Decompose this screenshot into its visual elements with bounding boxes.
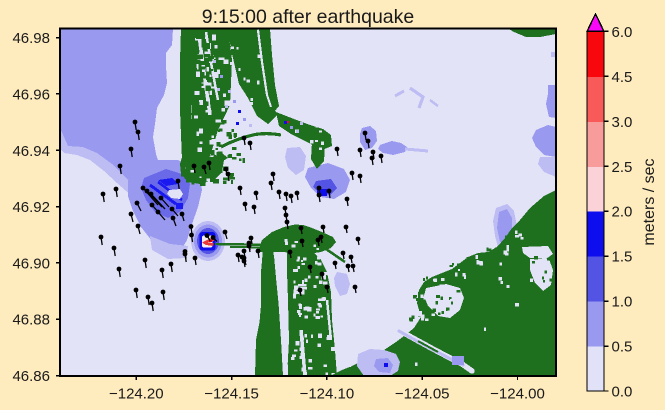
svg-text:0.5: 0.5 xyxy=(612,339,633,356)
svg-text:6.0: 6.0 xyxy=(612,24,633,41)
svg-text:46.92: 46.92 xyxy=(12,199,50,216)
svg-text:−124.05: −124.05 xyxy=(395,386,450,403)
svg-text:9:15:00 after earthquake: 9:15:00 after earthquake xyxy=(202,6,415,28)
svg-text:meters / sec: meters / sec xyxy=(641,158,658,245)
svg-text:2.5: 2.5 xyxy=(612,159,633,176)
svg-text:2.0: 2.0 xyxy=(612,204,633,221)
svg-text:−124.15: −124.15 xyxy=(204,386,259,403)
svg-text:−124.20: −124.20 xyxy=(109,386,164,403)
svg-text:46.98: 46.98 xyxy=(12,30,50,47)
svg-text:1.5: 1.5 xyxy=(612,249,633,266)
svg-text:3.0: 3.0 xyxy=(612,114,633,131)
svg-text:46.90: 46.90 xyxy=(12,255,50,272)
svg-text:1.0: 1.0 xyxy=(612,294,633,311)
svg-text:46.94: 46.94 xyxy=(12,143,50,160)
svg-text:4.5: 4.5 xyxy=(612,69,633,86)
svg-text:0.0: 0.0 xyxy=(612,384,633,401)
svg-text:−124.10: −124.10 xyxy=(300,386,355,403)
svg-text:−124.00: −124.00 xyxy=(490,386,545,403)
svg-text:46.96: 46.96 xyxy=(12,86,50,103)
svg-text:46.86: 46.86 xyxy=(12,368,50,385)
svg-text:46.88: 46.88 xyxy=(12,312,50,329)
